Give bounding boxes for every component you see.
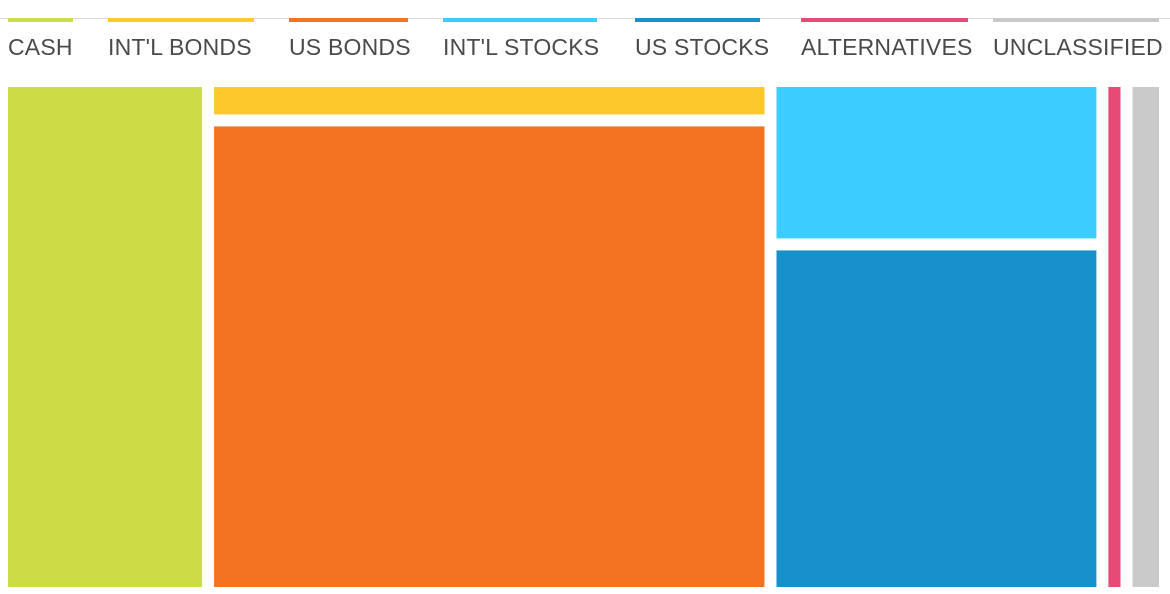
legend-color-bar bbox=[443, 18, 597, 22]
treemap-cell-alternatives[interactable] bbox=[1108, 87, 1121, 587]
treemap-cell-int-l-stocks[interactable] bbox=[776, 87, 1097, 239]
legend-label: CASH bbox=[8, 34, 73, 60]
legend-color-bar bbox=[8, 18, 73, 22]
treemap-cell-us-bonds[interactable] bbox=[214, 126, 765, 588]
legend-label: US BONDS bbox=[289, 34, 411, 60]
legend-color-bar bbox=[993, 18, 1159, 22]
treemap-cell-cash[interactable] bbox=[8, 87, 203, 587]
treemap-cell-unclassified[interactable] bbox=[1132, 87, 1160, 587]
legend-label: US STOCKS bbox=[635, 34, 770, 60]
legend-label: INT'L STOCKS bbox=[443, 34, 600, 60]
treemap-cell-us-stocks[interactable] bbox=[776, 250, 1097, 587]
legend-color-bar bbox=[801, 18, 968, 22]
legend-label: UNCLASSIFIED bbox=[993, 34, 1163, 60]
legend-color-bar bbox=[289, 18, 408, 22]
chart-legend: CASH INT'L BONDS US BONDS INT'L STOCKS US ST… bbox=[0, 0, 1170, 80]
legend-color-bar bbox=[108, 18, 254, 22]
legend-label: INT'L BONDS bbox=[108, 34, 252, 60]
legend-label: ALTERNATIVES bbox=[801, 34, 973, 60]
treemap-cell-int-l-bonds[interactable] bbox=[214, 87, 765, 115]
legend-color-bar bbox=[635, 18, 760, 22]
